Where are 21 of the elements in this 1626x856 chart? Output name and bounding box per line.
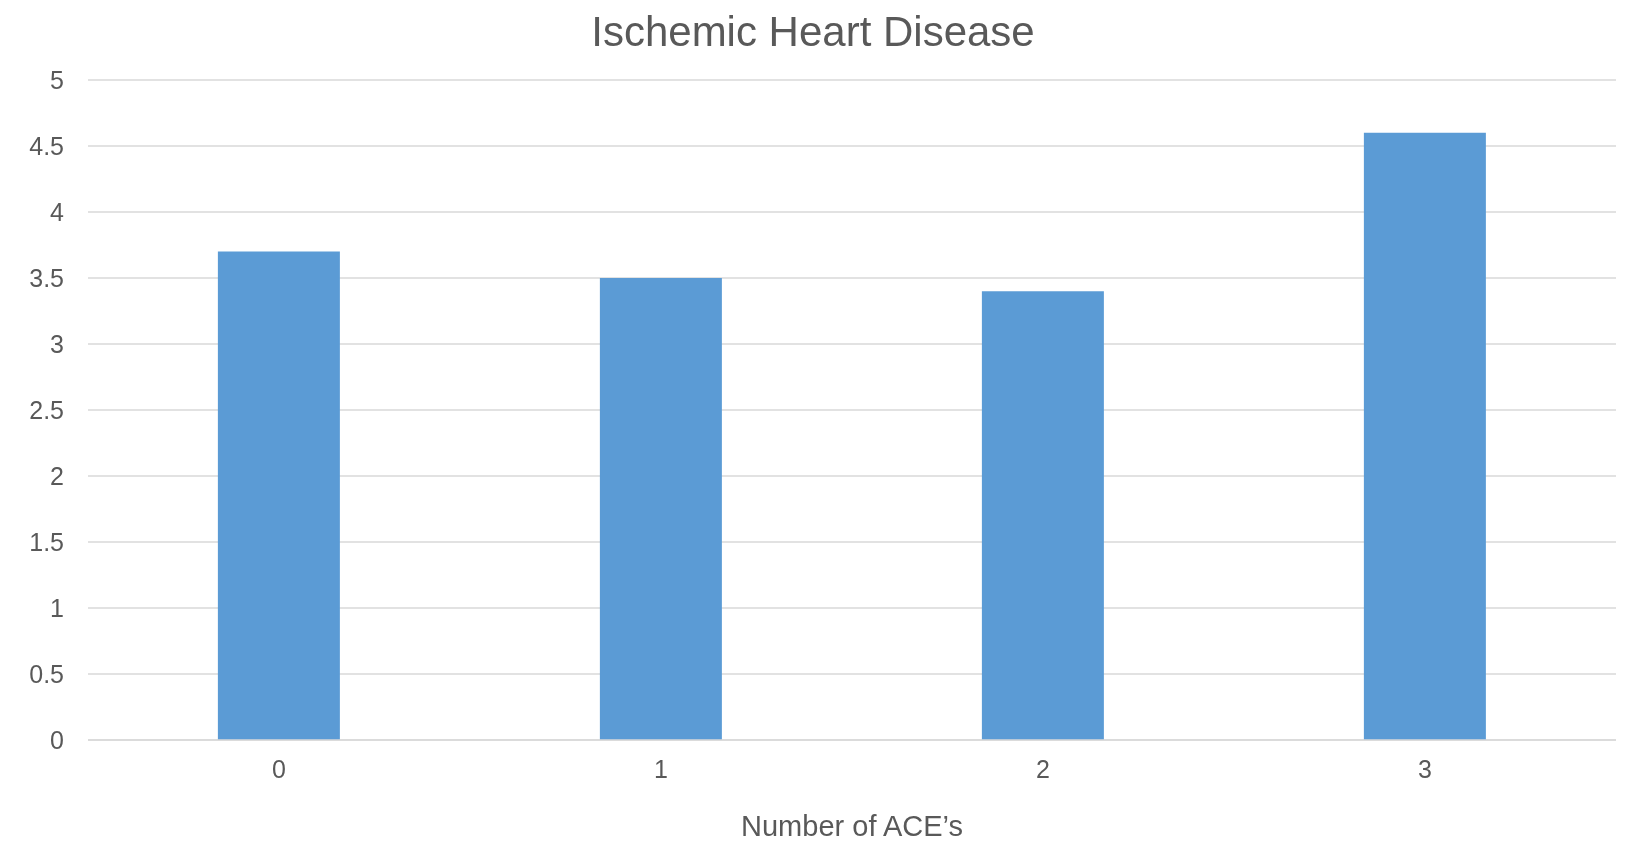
y-tick-label: 5	[50, 65, 64, 94]
y-tick-label: 3.5	[29, 263, 64, 292]
bar	[599, 278, 722, 740]
y-tick-label: 0	[50, 725, 64, 754]
y-tick-label: 3	[50, 329, 64, 358]
bar	[1363, 132, 1486, 740]
x-tick-label: 1	[654, 754, 668, 783]
y-tick-label: 2	[50, 461, 64, 490]
bar	[217, 251, 340, 740]
y-tick-label: 0.5	[29, 659, 64, 688]
x-axis-title: Number of ACE’s	[741, 810, 963, 842]
y-tick-label: 1	[50, 593, 64, 622]
bar	[981, 291, 1104, 740]
y-tick-label: 1.5	[29, 527, 64, 556]
x-tick-label: 0	[272, 754, 286, 783]
y-tick-label: 4	[50, 197, 65, 226]
chart-title: Ischemic Heart Disease	[590, 8, 1036, 57]
x-tick-label: 3	[1418, 754, 1432, 783]
x-tick-label: 2	[1036, 754, 1050, 783]
y-tick-label: 2.5	[29, 395, 64, 424]
y-tick-label: 4.5	[29, 131, 64, 160]
